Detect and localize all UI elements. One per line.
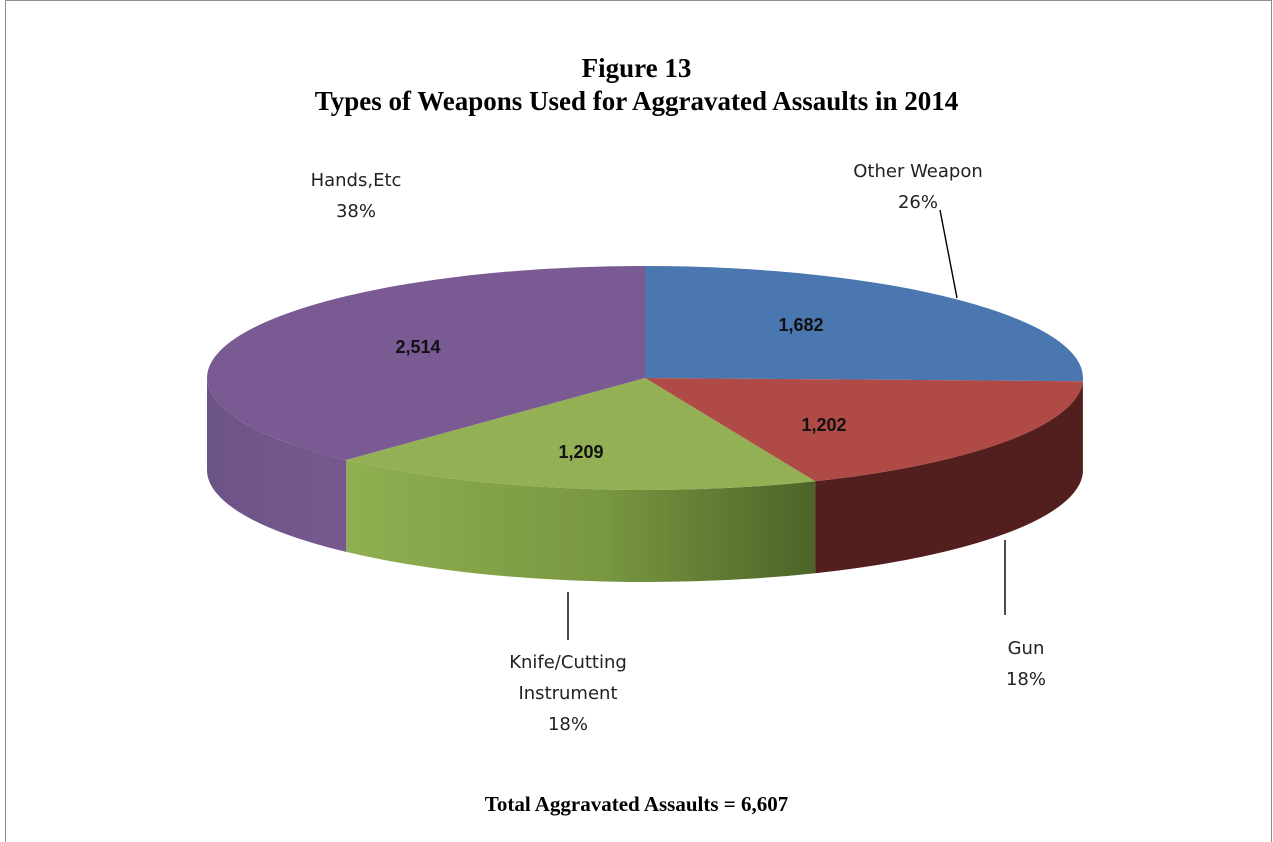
category-name-knife-cutting-instrument: Knife/Cutting <box>509 652 627 673</box>
value-label-gun: 1,202 <box>801 415 846 435</box>
slice-side-hands-etc <box>207 378 347 552</box>
category-name-other-weapon: Other Weapon <box>853 161 983 182</box>
frame-right-border <box>1271 0 1272 842</box>
category-name-knife-cutting-instrument: Instrument <box>518 683 617 704</box>
chart-title-figure-number: Figure 13 <box>581 53 692 83</box>
slice-top-knife-cutting-instrument <box>346 378 816 490</box>
value-label-other-weapon: 1,682 <box>778 315 823 335</box>
leader-lines <box>567 209 1006 640</box>
percent-label-knife-cutting-instrument: 18% <box>548 714 588 735</box>
category-name-hands-etc: Hands,Etc <box>311 170 402 191</box>
percent-label-hands-etc: 38% <box>336 201 376 222</box>
value-label-hands-etc: 2,514 <box>395 337 440 357</box>
frame-top-border <box>5 0 1272 1</box>
value-label-knife-cutting-instrument: 1,209 <box>558 442 603 462</box>
category-label-gun: Gun 18% <box>1006 638 1046 690</box>
chart-title: Types of Weapons Used for Aggravated Ass… <box>314 86 959 116</box>
slice-side-knife-cutting-instrument <box>346 459 816 582</box>
frame-left-border <box>5 0 6 842</box>
leader-line-other-weapon <box>939 209 958 299</box>
slice-top-gun <box>645 378 1083 482</box>
percent-label-gun: 18% <box>1006 669 1046 690</box>
slice-labels: 1,682 Other Weapon 26% 1,202 Gun 18% 1,209 Knif… <box>311 161 1046 735</box>
category-name-gun: Gun <box>1008 638 1045 659</box>
percent-label-other-weapon: 26% <box>898 192 938 213</box>
category-label-hands-etc: Hands,Etc 38% <box>311 170 402 222</box>
pie-tops <box>206 266 1083 490</box>
slice-top-other-weapon <box>645 266 1083 382</box>
slice-top-hands-etc <box>206 266 645 460</box>
category-label-knife-cutting-instrument: Knife/Cutting Instrument 18% <box>509 652 627 735</box>
category-label-other-weapon: Other Weapon 26% <box>853 161 983 213</box>
total-assaults-label: Total Aggravated Assaults = 6,607 <box>484 792 789 816</box>
pie-sides <box>207 378 1083 582</box>
slice-side-gun <box>815 381 1083 574</box>
